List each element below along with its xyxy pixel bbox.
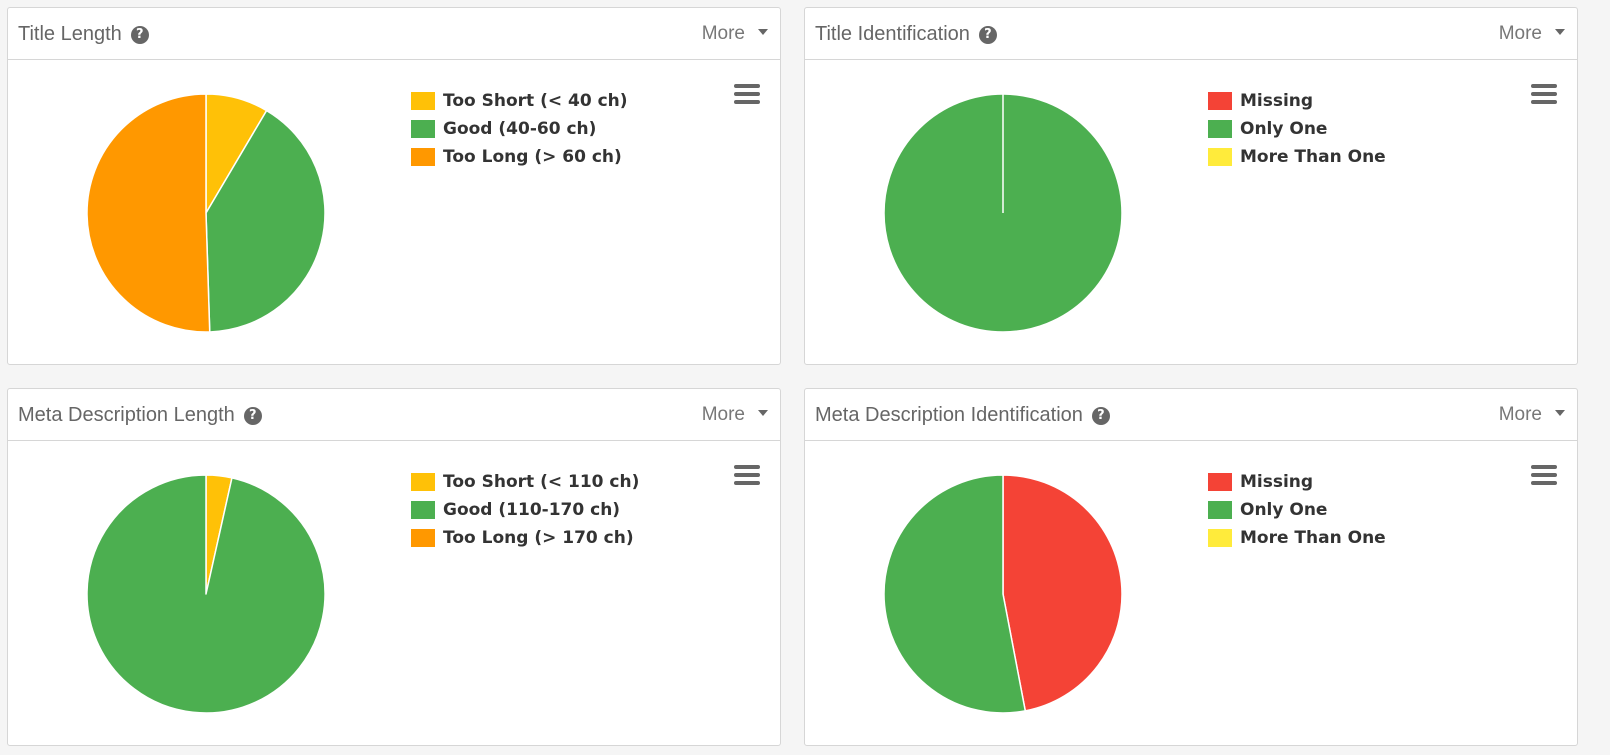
panel-header: Meta Description Identification? More	[805, 389, 1577, 441]
legend-item-missing[interactable]: Missing	[1208, 87, 1386, 115]
legend-swatch	[1208, 120, 1232, 138]
caret-down-icon	[758, 410, 768, 416]
pie-chart	[883, 474, 1123, 714]
chart-area: Missing Only One More Than One	[805, 441, 1577, 745]
panel-header: Title Identification? More	[805, 8, 1577, 60]
pie-chart	[86, 474, 326, 714]
chart-legend: Too Short (< 40 ch) Good (40-60 ch) Too Lo…	[411, 87, 628, 171]
pie-slice-good-40-60-ch[interactable]	[205, 109, 326, 333]
legend-label: More Than One	[1240, 147, 1386, 167]
hamburger-menu-icon[interactable]	[734, 84, 760, 106]
legend-item-more-than-one[interactable]: More Than One	[1208, 524, 1386, 552]
legend-swatch	[1208, 501, 1232, 519]
caret-down-icon	[1555, 410, 1565, 416]
more-dropdown-button[interactable]: More	[1499, 23, 1565, 45]
pie-slice-only-one[interactable]	[883, 474, 1027, 714]
hamburger-menu-icon[interactable]	[1531, 465, 1557, 487]
legend-item-only-one[interactable]: Only One	[1208, 115, 1386, 143]
legend-swatch	[1208, 148, 1232, 166]
legend-item-too-long-170-ch[interactable]: Too Long (> 170 ch)	[411, 524, 639, 552]
legend-swatch	[411, 529, 435, 547]
legend-item-too-long-60-ch[interactable]: Too Long (> 60 ch)	[411, 143, 628, 171]
legend-swatch	[1208, 92, 1232, 110]
chart-area: Too Short (< 40 ch) Good (40-60 ch) Too Lo…	[8, 60, 780, 364]
legend-label: Only One	[1240, 500, 1328, 520]
pie-chart	[86, 93, 326, 333]
more-dropdown-button[interactable]: More	[702, 404, 768, 426]
legend-label: Too Long (> 170 ch)	[443, 528, 634, 548]
legend-swatch	[411, 473, 435, 491]
more-dropdown-button[interactable]: More	[1499, 404, 1565, 426]
legend-item-good-110-170-ch[interactable]: Good (110-170 ch)	[411, 496, 639, 524]
panel-header: Meta Description Length? More	[8, 389, 780, 441]
panel-header: Title Length? More	[8, 8, 780, 60]
legend-swatch	[1208, 473, 1232, 491]
chart-area: Too Short (< 110 ch) Good (110-170 ch) Too…	[8, 441, 780, 745]
legend-item-missing[interactable]: Missing	[1208, 468, 1386, 496]
help-icon[interactable]: ?	[130, 26, 149, 44]
help-icon[interactable]: ?	[1091, 407, 1110, 425]
caret-down-icon	[758, 29, 768, 35]
hamburger-menu-icon[interactable]	[734, 465, 760, 487]
legend-label: Too Short (< 110 ch)	[443, 472, 640, 492]
legend-item-too-short-40-ch[interactable]: Too Short (< 40 ch)	[411, 87, 628, 115]
panel-title: Title Identification?	[815, 23, 997, 46]
legend-swatch	[411, 120, 435, 138]
legend-item-more-than-one[interactable]: More Than One	[1208, 143, 1386, 171]
legend-label: Only One	[1240, 119, 1328, 139]
legend-label: Good (40-60 ch)	[443, 119, 597, 139]
pie-slice-too-long-60-ch[interactable]	[86, 93, 211, 333]
legend-swatch	[411, 148, 435, 166]
chart-legend: Too Short (< 110 ch) Good (110-170 ch) Too…	[411, 468, 639, 552]
panel-meta-description-identification: Meta Description Identification? More Mi…	[804, 388, 1578, 746]
chart-legend: Missing Only One More Than One	[1208, 87, 1386, 171]
panel-title: Meta Description Identification?	[815, 404, 1110, 427]
legend-swatch	[411, 92, 435, 110]
legend-swatch	[1208, 529, 1232, 547]
panel-title-identification: Title Identification? More Missing Only O…	[804, 7, 1578, 365]
more-dropdown-button[interactable]: More	[702, 23, 768, 45]
legend-swatch	[411, 501, 435, 519]
hamburger-menu-icon[interactable]	[1531, 84, 1557, 106]
legend-label: Too Long (> 60 ch)	[443, 147, 622, 167]
panel-title-length: Title Length? More Too Short (< 40 ch) Go…	[7, 7, 781, 365]
legend-item-only-one[interactable]: Only One	[1208, 496, 1386, 524]
caret-down-icon	[1555, 29, 1565, 35]
help-icon[interactable]: ?	[978, 26, 997, 44]
legend-label: Missing	[1240, 472, 1314, 492]
panel-meta-description-length: Meta Description Length? More Too Short …	[7, 388, 781, 746]
pie-slice-missing[interactable]	[1002, 474, 1123, 712]
pie-slice-good-110-170-ch[interactable]	[86, 474, 326, 714]
legend-label: Missing	[1240, 91, 1314, 111]
pie-chart	[883, 93, 1123, 333]
help-icon[interactable]: ?	[243, 407, 262, 425]
chart-legend: Missing Only One More Than One	[1208, 468, 1386, 552]
panel-title: Meta Description Length?	[18, 404, 262, 427]
chart-area: Missing Only One More Than One	[805, 60, 1577, 364]
legend-item-too-short-110-ch[interactable]: Too Short (< 110 ch)	[411, 468, 639, 496]
legend-item-good-40-60-ch[interactable]: Good (40-60 ch)	[411, 115, 628, 143]
legend-label: Good (110-170 ch)	[443, 500, 621, 520]
legend-label: Too Short (< 40 ch)	[443, 91, 628, 111]
panel-title: Title Length?	[18, 23, 149, 46]
legend-label: More Than One	[1240, 528, 1386, 548]
